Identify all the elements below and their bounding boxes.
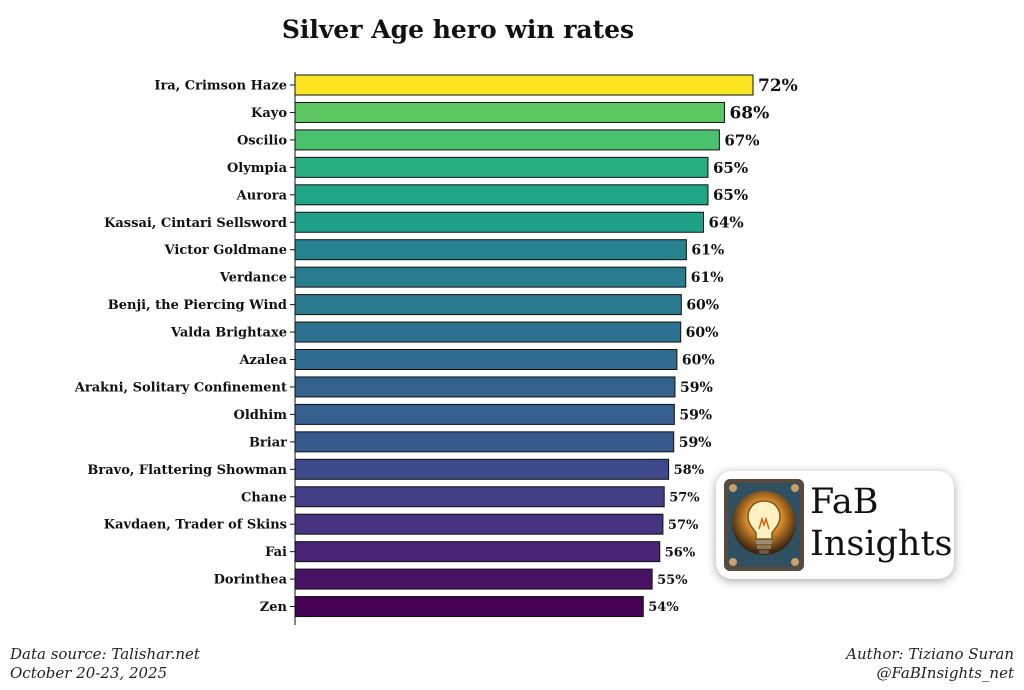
category-label: Briar (249, 435, 287, 450)
value-label: 57% (668, 518, 699, 533)
author-text: Author: Tiziano Suran (846, 645, 1014, 663)
value-label: 61% (691, 270, 724, 286)
logo-line-2: Insights (810, 524, 953, 564)
value-label: 55% (657, 573, 688, 588)
category-label: Aurora (236, 188, 288, 203)
category-label: Valda Brightaxe (170, 326, 287, 341)
category-label: Oldhim (234, 408, 288, 423)
category-label: Azalea (238, 353, 287, 368)
category-label: Kayo (251, 106, 287, 121)
value-label: 65% (713, 159, 748, 177)
value-label: 60% (686, 298, 719, 314)
fab-insights-logo: FaB Insights (716, 471, 954, 579)
bar (294, 431, 675, 453)
bar (294, 211, 705, 233)
value-label: 72% (758, 76, 798, 96)
category-label: Benji, the Piercing Wind (108, 298, 287, 313)
category-label: Kavdaen, Trader of Skins (104, 518, 287, 533)
bar (294, 568, 653, 590)
value-label: 59% (679, 407, 712, 423)
lightbulb-icon (724, 479, 804, 571)
bar (294, 129, 720, 151)
logo-line-1: FaB (810, 482, 879, 522)
value-label: 57% (669, 490, 700, 505)
bar (294, 596, 644, 618)
bar (294, 156, 709, 178)
bar (294, 513, 664, 535)
bar (294, 403, 675, 425)
chart-title: Silver Age hero win rates (282, 15, 634, 44)
bar (294, 376, 676, 398)
bar (294, 294, 682, 316)
data-source-text: Data source: Talishar.net (10, 645, 200, 663)
category-label: Zen (260, 600, 288, 615)
footer-author: Author: Tiziano Suran @FaBInsights_net (846, 645, 1014, 683)
value-label: 68% (729, 104, 769, 124)
bar (294, 101, 725, 123)
value-label: 56% (665, 545, 696, 560)
date-range-text: October 20-23, 2025 (10, 664, 168, 682)
category-label: Kassai, Cintari Sellsword (104, 216, 287, 231)
category-label: Chane (241, 490, 287, 505)
footer-source: Data source: Talishar.net October 20-23,… (10, 645, 200, 683)
category-label: Dorinthea (214, 573, 288, 588)
value-label: 54% (648, 600, 679, 615)
bar (294, 266, 687, 288)
bar (294, 541, 661, 563)
value-label: 59% (679, 435, 712, 451)
value-label: 60% (682, 353, 715, 369)
bar (294, 486, 665, 508)
bar (294, 74, 754, 96)
bar (294, 321, 682, 343)
bar (294, 184, 709, 206)
bar (294, 239, 687, 261)
value-label: 59% (680, 380, 713, 396)
value-label: 58% (674, 463, 705, 478)
bar (294, 458, 670, 480)
category-label: Verdance (219, 271, 287, 286)
value-label: 61% (691, 243, 724, 259)
value-label: 65% (713, 186, 748, 204)
category-label: Olympia (227, 161, 288, 176)
value-label: 60% (686, 325, 719, 341)
category-label: Bravo, Flattering Showman (87, 463, 287, 478)
category-label: Victor Goldmane (164, 243, 287, 258)
category-label: Ira, Crimson Haze (154, 79, 287, 94)
value-label: 67% (724, 131, 759, 149)
category-label: Arakni, Solitary Confinement (74, 380, 287, 395)
category-label: Oscilio (237, 133, 287, 148)
handle-text: @FaBInsights_net (876, 664, 1015, 682)
bar (294, 349, 678, 370)
category-label: Fai (265, 545, 287, 560)
logo-text: FaB Insights (810, 481, 953, 565)
bars-group: Ira, Crimson Haze 72% Kayo 68% Oscilio 67% Oly… (74, 74, 798, 618)
value-label: 64% (709, 214, 744, 232)
